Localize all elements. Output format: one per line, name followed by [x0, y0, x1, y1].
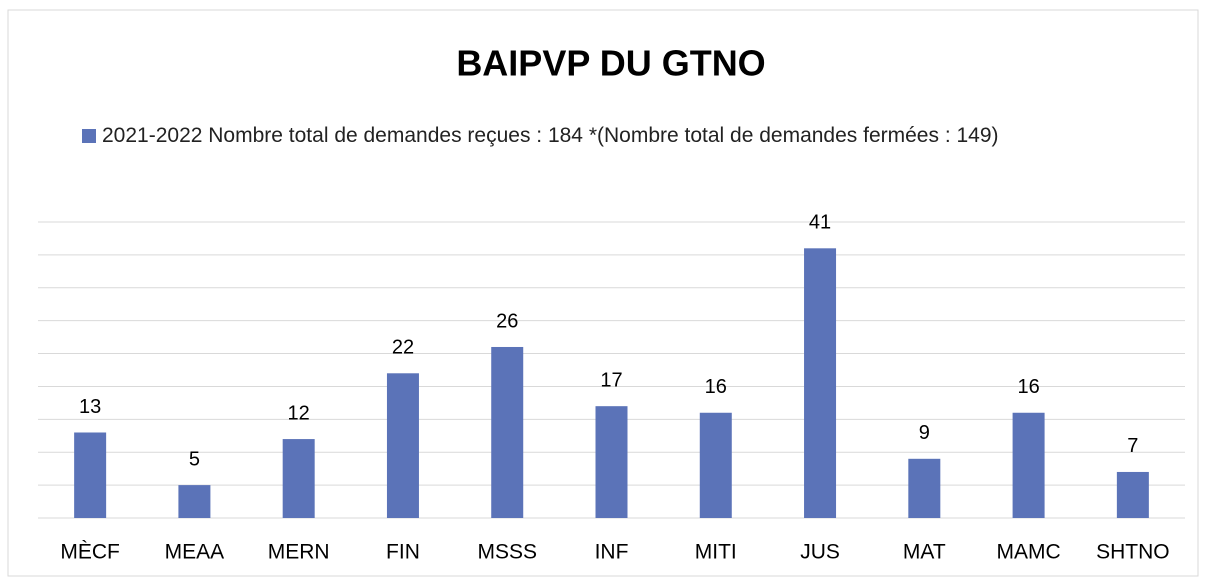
bar	[908, 458, 941, 518]
x-tick-label: FIN	[386, 541, 420, 564]
data-label: 16	[1017, 376, 1039, 398]
bar	[282, 439, 315, 518]
bar	[1116, 471, 1149, 518]
legend: 2021-2022 Nombre total de demandes reçue…	[82, 120, 1162, 152]
x-tick-label: MERN	[268, 541, 330, 564]
bar	[804, 248, 837, 519]
bar	[178, 485, 211, 518]
x-tick-label: MÈCF	[60, 541, 120, 564]
x-tick-label: JUS	[800, 541, 840, 564]
data-label: 9	[919, 422, 930, 444]
legend-label: 2021-2022 Nombre total de demandes reçue…	[102, 124, 999, 147]
bar	[491, 346, 524, 518]
x-tick-label: MSSS	[477, 541, 537, 564]
x-tick-label: MAMC	[997, 541, 1061, 564]
data-label: 13	[79, 396, 101, 418]
bar	[699, 412, 732, 518]
data-label: 22	[392, 337, 414, 359]
data-label: 26	[496, 310, 518, 332]
data-label: 7	[1127, 435, 1138, 457]
x-tick-label: INF	[595, 541, 629, 564]
x-tick-label: MEAA	[165, 541, 225, 564]
x-tick-label: MITI	[695, 541, 737, 564]
data-label: 5	[189, 448, 200, 470]
x-tick-label: MAT	[903, 541, 946, 564]
bar	[74, 432, 107, 518]
data-label: 41	[809, 212, 831, 234]
chart-title: BAIPVP DU GTNO	[456, 43, 765, 84]
data-label: 16	[705, 376, 727, 398]
data-label: 12	[288, 402, 310, 424]
bar	[386, 373, 419, 518]
bar	[1012, 412, 1045, 518]
bar	[595, 406, 628, 518]
data-label: 17	[600, 369, 622, 391]
x-tick-label: SHTNO	[1096, 541, 1170, 564]
legend-swatch	[82, 129, 96, 143]
